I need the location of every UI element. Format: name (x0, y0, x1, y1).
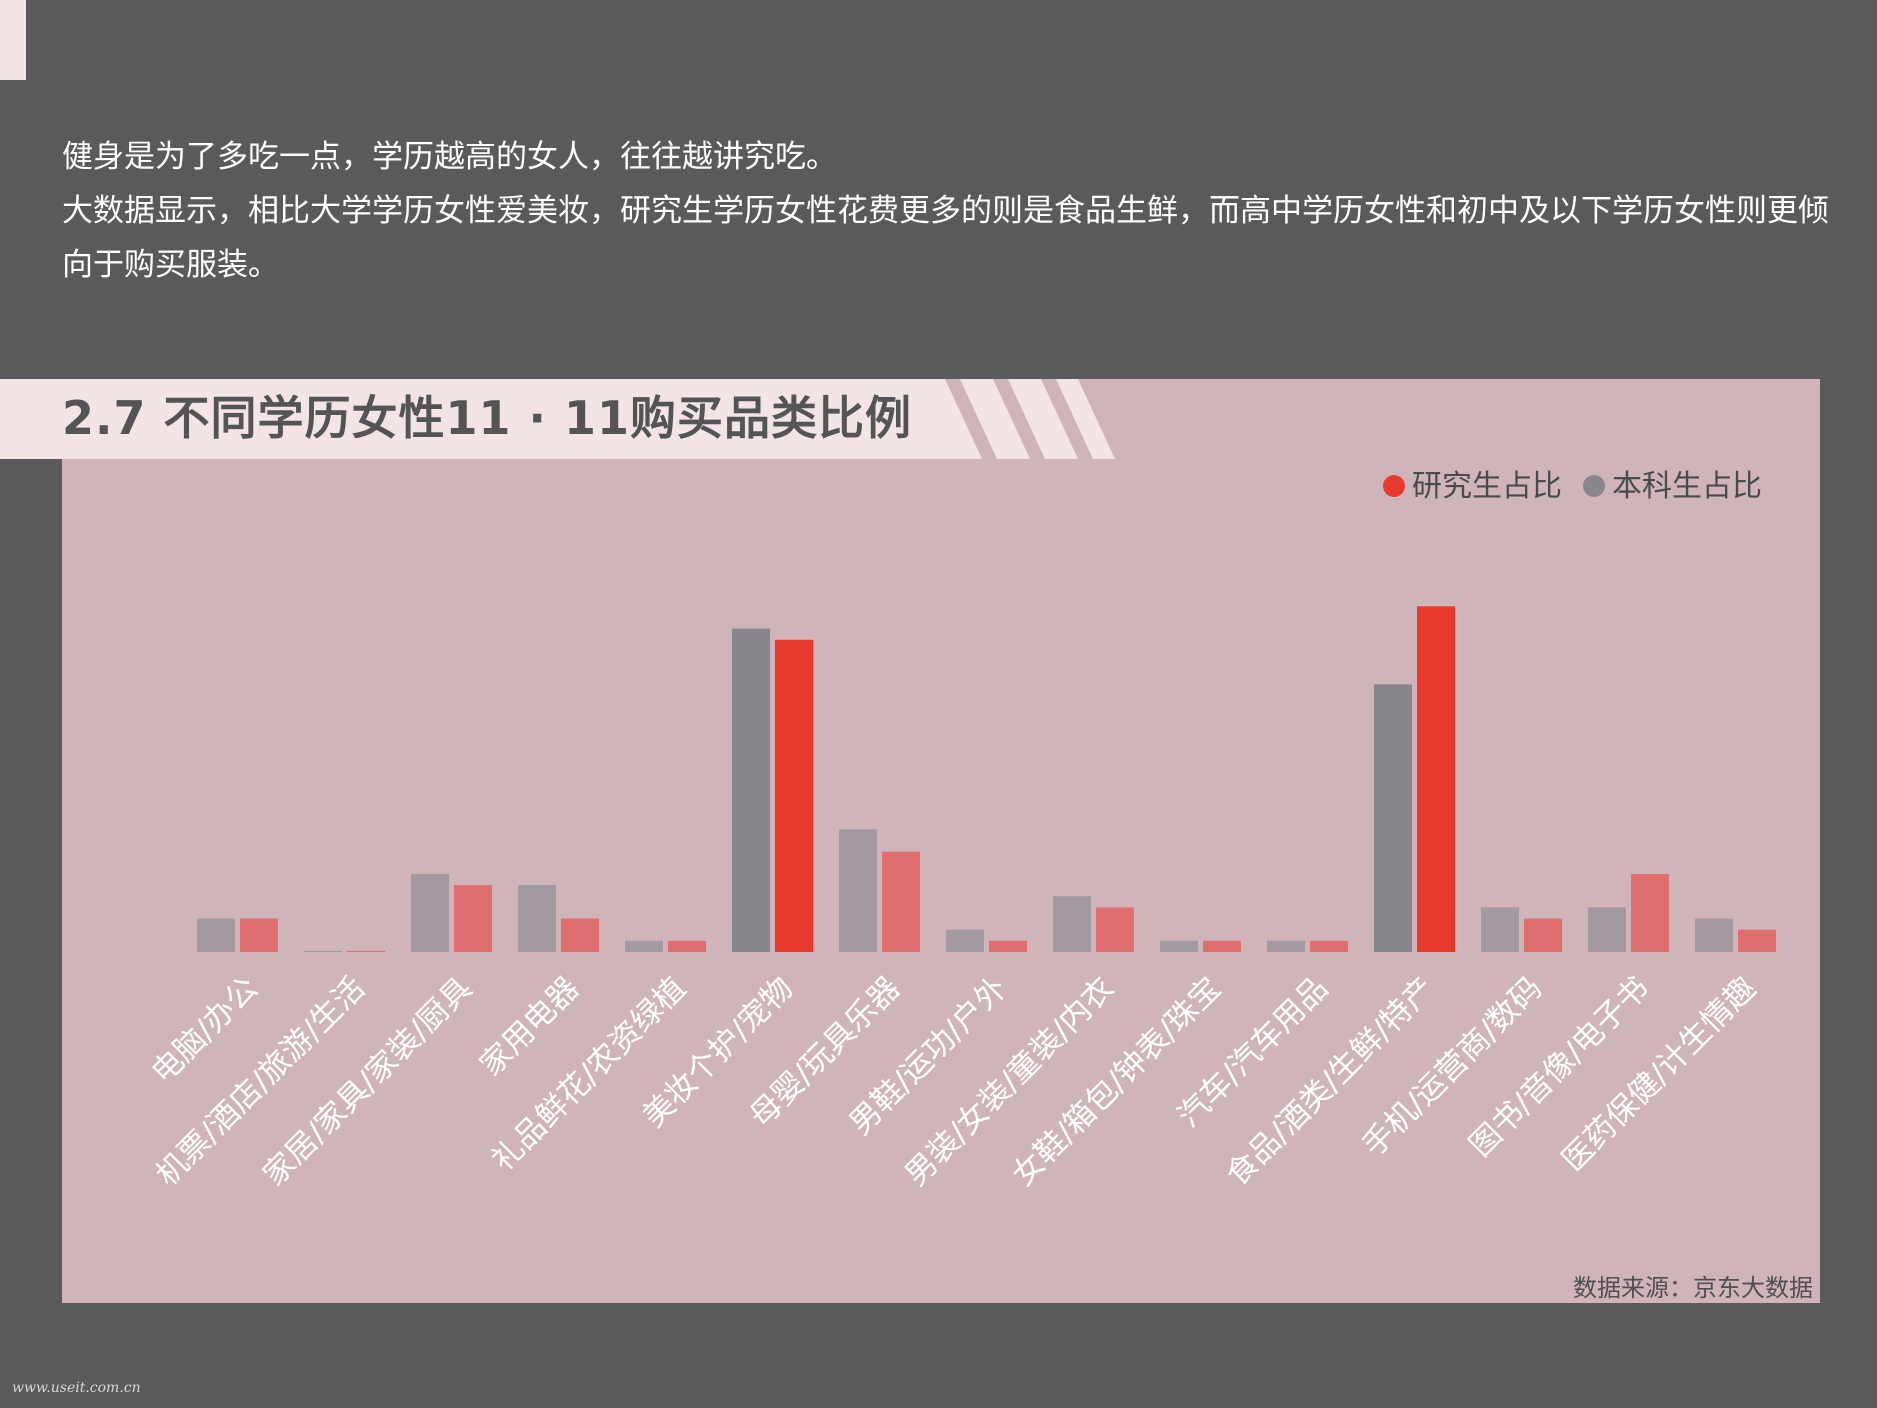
bar-graduate (561, 918, 599, 952)
legend-label: 本科生占比 (1612, 469, 1762, 504)
watermark: www.useit.com.cn (12, 1380, 141, 1396)
bar-undergraduate (304, 950, 342, 952)
x-tick-label: 女鞋/箱包/钟表/珠宝 (1005, 970, 1228, 1193)
bar-graduate (1310, 940, 1348, 952)
bar-graduate (1096, 907, 1134, 952)
x-tick-label: 机票/酒店/旅游/生活 (149, 970, 372, 1193)
x-tick-label: 医药保健/计生情趣 (1555, 970, 1763, 1178)
bar-graduate (1417, 606, 1455, 952)
x-tick-label: 图书/音像/电子书 (1462, 970, 1656, 1164)
bar-graduate (1631, 873, 1669, 952)
legend-marker (1583, 475, 1605, 497)
title-band (0, 379, 1115, 459)
bar-undergraduate (411, 873, 449, 952)
x-tick-label: 家用电器 (473, 970, 586, 1083)
intro-line-1: 健身是为了多吃一点，学历越高的女人，往往越讲究吃。 (62, 139, 837, 175)
bar-graduate (240, 918, 278, 952)
bar-graduate (1738, 929, 1776, 952)
intro-line-2: 大数据显示，相比大学学历女性爱美妆，研究生学历女性花费更多的则是食品生鲜，而高中… (62, 193, 1829, 283)
x-tick-label: 家居/家具/家装/厨具 (256, 970, 479, 1193)
bar-graduate (454, 885, 492, 952)
bar-graduate (1524, 918, 1562, 952)
bar-undergraduate (946, 929, 984, 952)
bar-undergraduate (839, 829, 877, 952)
bar-graduate (882, 851, 920, 952)
x-tick-label: 男装/女装/童装/内衣 (898, 970, 1121, 1193)
bar-undergraduate (1053, 896, 1091, 952)
bar-undergraduate (1588, 907, 1626, 952)
bar-graduate (668, 940, 706, 952)
bar-undergraduate (1160, 940, 1198, 952)
intro-text: 健身是为了多吃一点，学历越高的女人，往往越讲究吃。 大数据显示，相比大学学历女性… (62, 130, 1842, 292)
bar-undergraduate (625, 940, 663, 952)
x-tick-label: 礼品鲜花/农资绿植 (485, 970, 693, 1178)
section-title: 2.7 不同学历女性11 · 11购买品类比例 (62, 391, 913, 445)
bar-graduate (989, 940, 1027, 952)
corner-marker (0, 0, 26, 80)
bar-undergraduate (518, 885, 556, 952)
data-source: 数据来源：京东大数据 (1573, 1274, 1813, 1302)
legend-label: 研究生占比 (1412, 469, 1562, 504)
bar-undergraduate (197, 918, 235, 952)
x-tick-label: 食品/酒类/生鲜/特产 (1219, 970, 1442, 1193)
bar-graduate (347, 950, 385, 952)
bar-graduate (1203, 940, 1241, 952)
x-tick-label: 手机/运营商/数码 (1355, 970, 1549, 1164)
bar-undergraduate (1374, 684, 1412, 952)
bar-undergraduate (1481, 907, 1519, 952)
bar-graduate (775, 639, 813, 952)
bar-undergraduate (1695, 918, 1733, 952)
legend-marker (1383, 475, 1405, 497)
chart-panel (62, 379, 1820, 1303)
bar-undergraduate (732, 628, 770, 952)
bar-undergraduate (1267, 940, 1305, 952)
